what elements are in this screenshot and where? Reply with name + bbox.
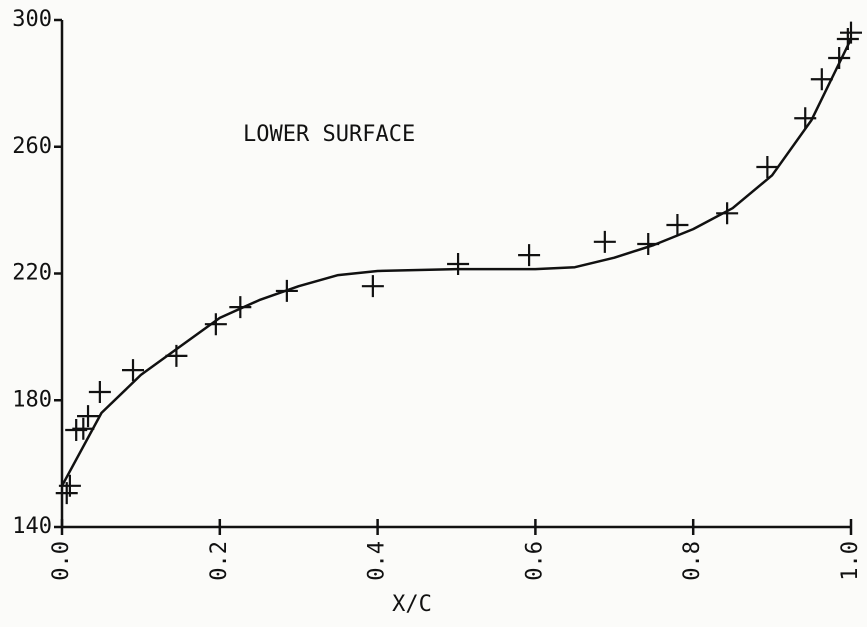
scatter-point — [666, 214, 689, 237]
scatter-point — [518, 244, 541, 267]
scatter-point — [593, 230, 616, 253]
scatter-point — [229, 296, 252, 319]
scatter-point — [72, 417, 95, 440]
scatter-point — [716, 202, 739, 225]
scatter-point — [810, 68, 833, 91]
scatter-point — [756, 156, 779, 179]
scatter-point — [447, 252, 470, 275]
y-tick-label: 260 — [12, 134, 52, 159]
annotation: LOWER SURFACE — [243, 122, 415, 147]
fit-curve — [60, 38, 853, 487]
y-tick-label: 140 — [12, 514, 52, 539]
y-tick-label: 300 — [12, 7, 52, 32]
x-tick-label: 1.0 — [838, 541, 863, 581]
x-tick-label: 0.4 — [365, 541, 390, 581]
y-tick-label: 180 — [12, 387, 52, 412]
x-tick-label: 0.0 — [49, 541, 74, 581]
scatter-point — [77, 405, 100, 428]
x-tick-label: 0.2 — [207, 541, 232, 581]
x-tick-label: 0.8 — [680, 541, 705, 581]
scatter-point — [361, 275, 384, 298]
scatter-point — [122, 359, 145, 382]
scatter-point — [88, 381, 111, 404]
y-tick-label: 220 — [12, 261, 52, 286]
scatter-point — [204, 313, 227, 336]
x-axis-label: X/C — [392, 592, 432, 617]
x-tick-label: 0.6 — [522, 541, 547, 581]
